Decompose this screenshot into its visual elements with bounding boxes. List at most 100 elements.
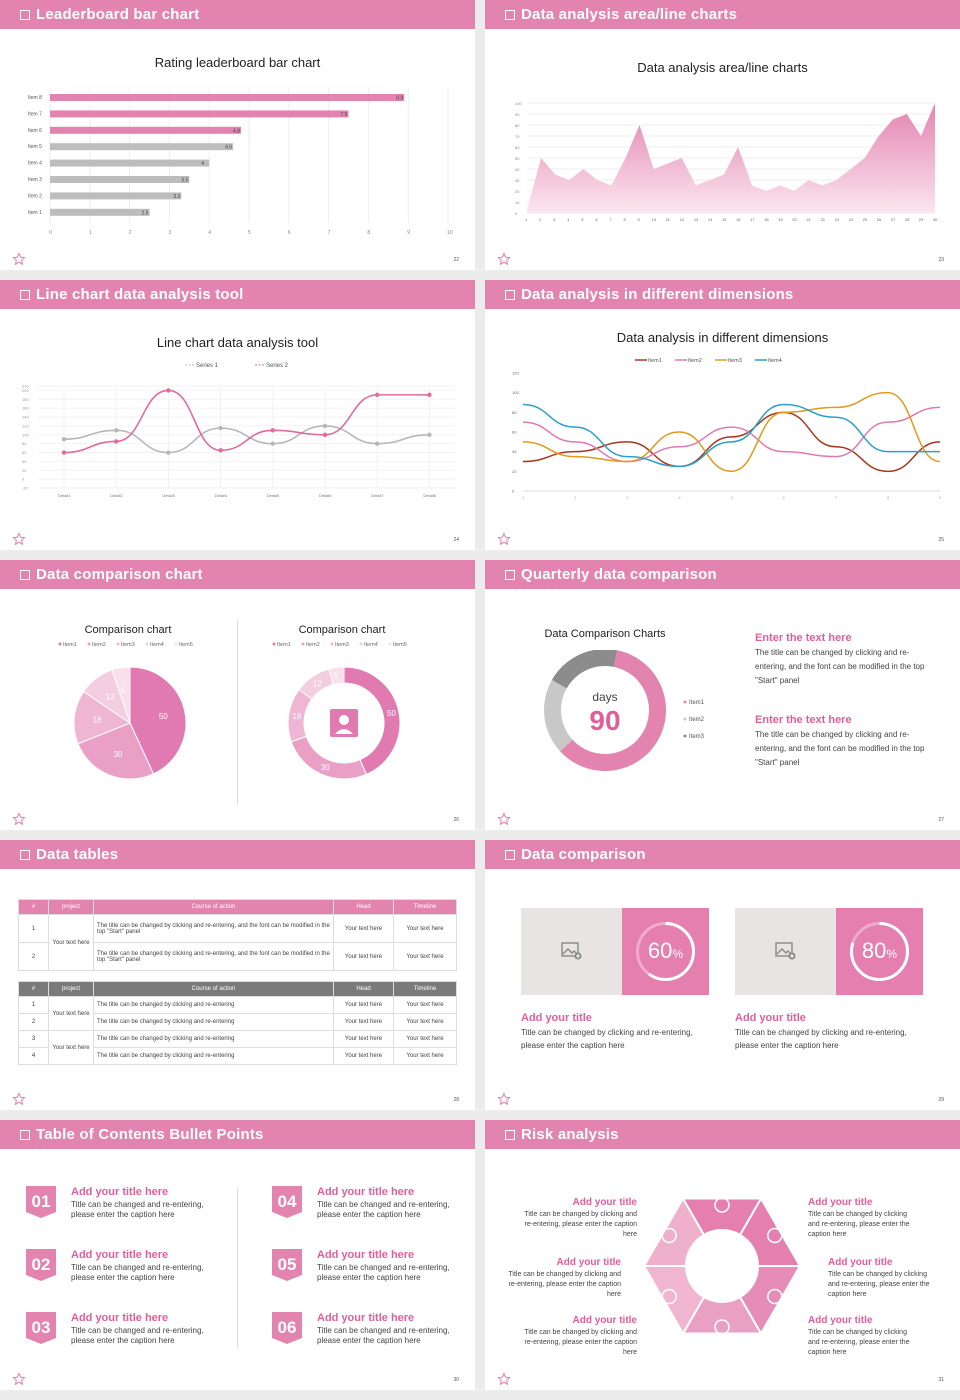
slide-comparison: Data comparison chart Comparison chart C… [0,560,475,830]
x-tick-label: 2 [129,230,132,236]
x-tick-label: 4 [567,217,570,222]
toc-item: 04 Add your title here Title can be change… [272,1186,472,1236]
legend-label: Item5 [393,642,407,648]
slide-header: Line chart data analysis tool [0,280,475,309]
chart-title: Comparison chart [298,624,386,636]
legend-label: Item2 [306,642,320,648]
y-tick-label: 100 [515,101,522,106]
star-icon [497,532,511,546]
x-tick-label: Detail8 [423,493,436,498]
slide-leaderboard: Leaderboard bar chart Rating leaderboard… [0,0,475,270]
toc-title: Add your title here [71,1312,169,1324]
y-tick-label: 30 [515,178,520,183]
building-icon [661,1227,677,1244]
y-tick-label: 120 [22,423,29,428]
legend-swatch [683,734,687,738]
legend-label: Item3 [728,358,742,364]
legend-label: Item2 [92,642,106,648]
x-tick-label: 11 [666,217,671,222]
data-label: 3.3 [173,194,180,200]
toc-body: Title can be changed and re-entering, pl… [317,1263,450,1282]
number-badge: 02 [26,1249,56,1281]
user-icon-body [335,729,353,734]
data-point [218,448,223,453]
legend-label: Item5 [179,642,193,648]
slide-tables: Data tables # project Course of action H… [0,840,475,1110]
image-icon [561,942,582,960]
toc-body: Title can be changed and re-entering, pl… [317,1326,450,1345]
star-icon [497,812,511,826]
image-placeholder[interactable] [735,908,836,995]
x-tick-label: Detail7 [371,493,384,498]
slice-label: 30 [321,763,330,772]
toc-title: Add your title here [317,1312,415,1324]
data-point [61,437,67,442]
x-tick-label: 26 [877,217,882,222]
toc-title: Add your title here [317,1186,415,1198]
slide-header: Quarterly data comparison [485,560,960,589]
x-tick-label: 13 [694,217,699,222]
x-tick-label: 4 [208,230,211,236]
pie-chart-icon [661,1288,677,1305]
x-tick-label: 1 [525,217,528,222]
days-label: days [592,690,617,704]
badge-number: 06 [278,1318,297,1337]
x-tick-label: 7 [835,495,838,500]
legend-label: Item1 [689,700,705,706]
legend-swatch [330,642,334,646]
bar-chart: 0 1 2 3 4 5 6 7 8 9 10 Item 8 8.9 Item 7 7.5 Item 6 4.8 I… [28,88,453,236]
x-tick-label: 17 [750,217,755,222]
x-tick-label: 21 [806,217,811,222]
x-tick-label: 18 [764,217,769,222]
x-tick-label: 8 [887,495,890,500]
risk-item: Add your title Title can be changed by cl… [508,1257,621,1298]
x-tick-label: Detail3 [162,493,175,498]
x-tick-label: 5 [581,217,584,222]
yen-person-icon [714,1197,730,1213]
star-icon [497,1372,511,1386]
x-tick-label: 10 [652,217,657,222]
slide-header: Leaderboard bar chart [0,0,475,29]
star-icon [12,1092,26,1106]
x-tick-label: 10 [447,230,453,236]
legend-swatch [388,642,392,646]
slide-header: Data tables [0,840,475,869]
pie-slice [328,666,345,686]
legend-label: Series 2 [266,363,289,369]
data-label: 4.8 [233,128,240,134]
y-tick-label: 100 [22,432,29,437]
toc-body: Title can be changed and re-entering, pl… [71,1200,204,1219]
data-point [322,423,328,429]
series-line [63,425,430,454]
y-tick-label: 60 [515,145,520,150]
chart-title: Data analysis in different dimensions [616,330,829,345]
bar [50,126,242,134]
category-label: Item 1 [28,210,42,216]
x-tick-label: 27 [891,217,896,222]
x-tick-label: Detail1 [58,493,71,498]
risk-item: Add your title Title can be changed by cl… [808,1315,910,1356]
risk-item: Add your title Title can be changed by cl… [828,1257,930,1298]
risk-item: Add your title Title can be changed by cl… [524,1197,637,1238]
y-tick-label: -20 [22,486,29,491]
table-row: 2 The title can be changed by clicking a… [18,1013,457,1031]
y-tick-label: 140 [22,415,29,420]
y-tick-label: 70 [515,134,520,139]
y-tick-label: 50 [515,156,520,161]
text-block: Enter the text here The title can be cha… [755,714,925,767]
star-icon [497,1092,511,1106]
bar [50,176,190,183]
slide-number: 24 [453,537,459,543]
toc-title: Add your title here [71,1249,169,1261]
slide-quarterly: Quarterly data comparison Data Compariso… [485,560,960,830]
data-point [218,425,223,431]
number-badge: 04 [272,1186,302,1218]
pie-slice [129,666,187,775]
slice-label: 18 [93,715,102,724]
y-tick-label: 20 [512,469,517,474]
x-tick-label: 3 [553,217,556,222]
text-block: Add your title Title can be changed by c… [521,1012,693,1050]
image-placeholder[interactable] [521,908,622,995]
x-tick-label: 19 [778,217,783,222]
